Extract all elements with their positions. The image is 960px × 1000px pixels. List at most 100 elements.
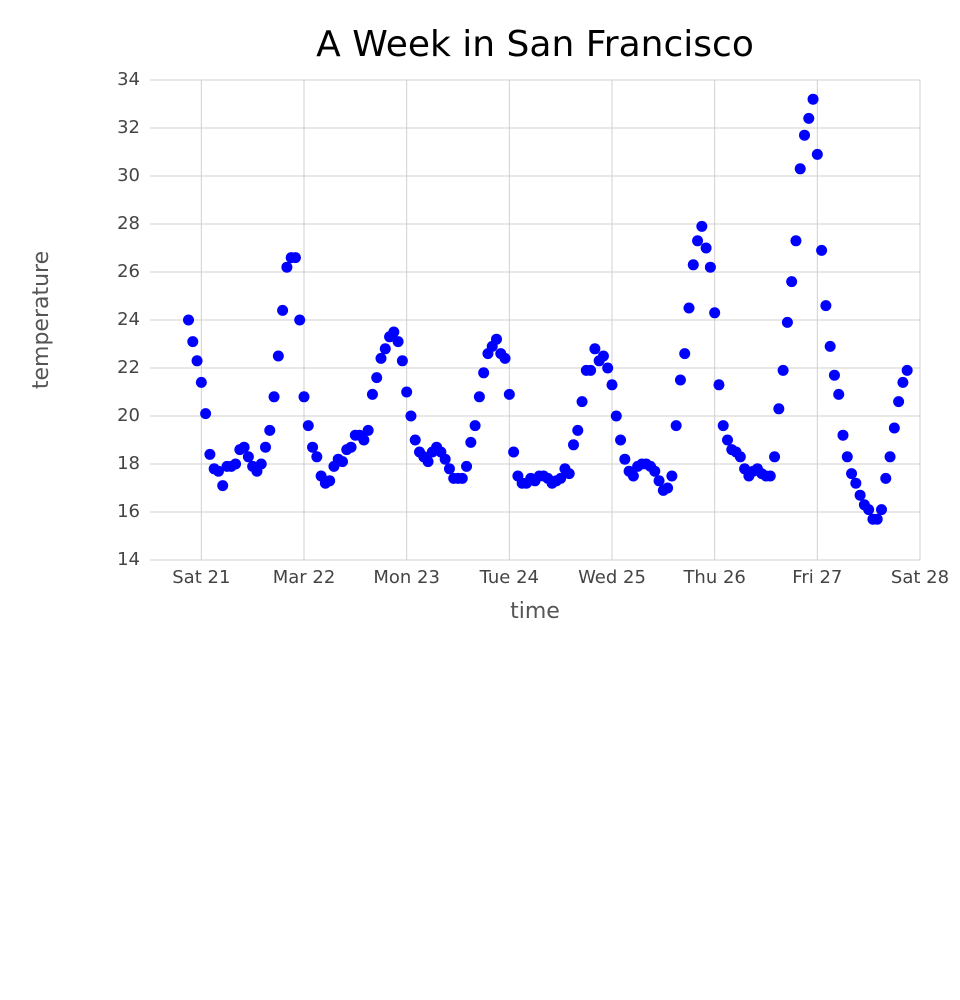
data-point — [649, 465, 661, 477]
data-point — [585, 364, 597, 376]
data-point — [610, 410, 622, 422]
data-point — [606, 379, 618, 391]
data-point — [396, 355, 408, 367]
data-point — [841, 451, 853, 463]
data-point — [816, 244, 828, 256]
y-axis-title: temperature — [29, 251, 54, 389]
x-tick-label: Mar 22 — [273, 567, 336, 588]
data-point — [893, 396, 905, 408]
data-point — [833, 388, 845, 400]
data-point — [653, 475, 665, 487]
data-point — [854, 489, 866, 501]
data-point — [388, 326, 400, 338]
y-tick-label: 34 — [117, 69, 140, 90]
data-point — [717, 420, 729, 432]
y-tick-label: 24 — [117, 309, 140, 330]
data-point — [272, 350, 284, 362]
x-tick-label: Sat 21 — [172, 567, 230, 588]
data-point — [572, 424, 584, 436]
data-point — [443, 463, 455, 475]
data-point — [777, 364, 789, 376]
y-tick-label: 16 — [117, 501, 140, 522]
data-point — [366, 388, 378, 400]
data-point — [828, 369, 840, 381]
data-point — [200, 408, 212, 420]
data-point — [722, 434, 733, 446]
data-point — [880, 472, 892, 484]
data-point — [713, 379, 725, 391]
data-point — [255, 458, 267, 470]
data-point — [217, 480, 229, 492]
data-point — [337, 456, 348, 468]
data-point — [307, 441, 319, 453]
data-point — [807, 93, 819, 105]
data-point — [884, 451, 896, 463]
data-point — [619, 453, 631, 465]
data-point — [709, 307, 721, 319]
data-point — [392, 336, 404, 348]
data-point — [499, 352, 511, 364]
data-point — [187, 336, 199, 348]
data-point — [268, 391, 280, 403]
data-point — [683, 302, 695, 314]
data-point — [294, 314, 306, 326]
data-point — [183, 314, 194, 326]
data-point — [627, 470, 639, 482]
data-point — [439, 453, 451, 465]
data-point — [700, 242, 712, 254]
data-point — [264, 424, 276, 436]
y-tick-label: 32 — [117, 117, 140, 138]
data-point — [897, 376, 909, 388]
data-point — [289, 252, 301, 264]
data-point — [670, 420, 682, 432]
data-point — [563, 468, 575, 480]
data-point — [696, 220, 708, 232]
data-point — [409, 434, 421, 446]
data-point — [277, 304, 289, 316]
data-point — [846, 468, 858, 480]
data-point — [465, 436, 477, 448]
y-tick-label: 30 — [117, 165, 140, 186]
data-point — [281, 261, 293, 273]
data-point — [456, 472, 468, 484]
data-point — [704, 261, 716, 273]
x-tick-label: Thu 26 — [682, 567, 745, 588]
data-point — [362, 424, 374, 436]
y-tick-label: 28 — [117, 213, 140, 234]
data-point — [375, 352, 387, 364]
data-point — [820, 300, 832, 312]
data-point — [508, 446, 520, 458]
data-point — [405, 410, 417, 422]
data-point — [687, 259, 699, 271]
data-point — [345, 441, 357, 453]
data-point — [692, 235, 704, 247]
x-axis-title: time — [510, 599, 560, 624]
x-tick-label: Sat 28 — [891, 567, 949, 588]
data-point — [790, 235, 802, 247]
data-point — [473, 391, 485, 403]
y-tick-label: 14 — [117, 549, 140, 570]
data-point — [734, 451, 746, 463]
data-point — [195, 376, 207, 388]
data-point — [238, 441, 250, 453]
data-point — [769, 451, 781, 463]
data-point — [568, 439, 579, 451]
data-point — [469, 420, 481, 432]
data-point — [781, 316, 793, 328]
data-point — [863, 504, 875, 516]
y-tick-label: 26 — [117, 261, 140, 282]
data-point — [888, 422, 900, 434]
data-point — [824, 340, 836, 352]
data-point — [786, 276, 798, 288]
data-point — [666, 470, 678, 482]
data-point — [260, 441, 271, 453]
data-point — [230, 458, 242, 470]
data-point — [191, 355, 203, 367]
data-point — [212, 465, 224, 477]
data-point — [901, 364, 913, 376]
data-point — [576, 396, 588, 408]
x-tick-label: Wed 25 — [578, 567, 646, 588]
x-tick-label: Tue 24 — [479, 567, 539, 588]
data-point — [799, 129, 810, 141]
